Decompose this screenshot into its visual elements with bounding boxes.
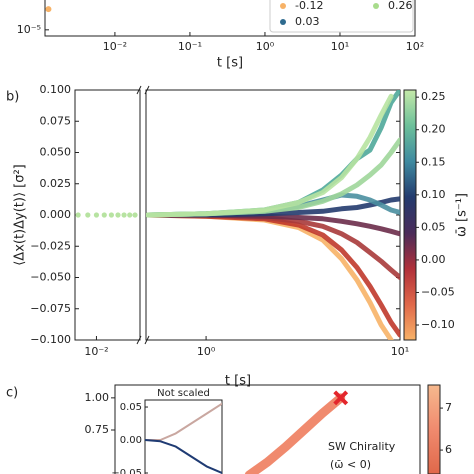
colorbar xyxy=(403,89,417,341)
end-marker xyxy=(333,390,349,406)
legend-label: -0.12 xyxy=(295,0,323,12)
y-tick-label: 1.00 xyxy=(85,391,110,404)
point xyxy=(121,212,127,218)
inset-title: Not scaled xyxy=(157,388,210,399)
colorbar-tick-label: 0.25 xyxy=(421,90,446,103)
panel-label: b) xyxy=(6,90,19,105)
break-mark xyxy=(136,335,142,345)
y-tick-label: −0.025 xyxy=(30,239,71,252)
x-axis-label: t [s] xyxy=(217,56,243,71)
break-mark xyxy=(144,335,150,345)
colorbar-tick-label: −0.10 xyxy=(421,318,455,331)
y-tick-label: 10⁻⁵ xyxy=(17,23,41,36)
point xyxy=(85,212,91,218)
y-tick-label: 0.100 xyxy=(40,83,72,96)
colorbar-tick-label: 0.15 xyxy=(421,155,446,168)
series-group xyxy=(146,90,400,340)
colorbar-tick-label: 0.00 xyxy=(421,253,446,266)
x-axis-label: t [s] xyxy=(225,374,251,389)
point xyxy=(127,212,133,218)
x-tick-label: 10⁻² xyxy=(84,345,108,358)
break-mark xyxy=(144,85,150,95)
x-tick-label: 10⁰ xyxy=(256,40,275,53)
y-tick-label: 0.75 xyxy=(85,423,110,436)
x-tick-label: 10⁰ xyxy=(197,345,216,358)
annotation: SW Chirality xyxy=(328,440,396,453)
series-line xyxy=(145,439,222,474)
inset-y-tick-label: 0.00 xyxy=(120,435,142,446)
y-tick-label: 0.075 xyxy=(40,114,72,127)
x-tick-label: 10¹ xyxy=(391,345,409,358)
series-line xyxy=(146,212,394,340)
series-line xyxy=(244,393,346,474)
point xyxy=(45,6,52,13)
x-tick-label: 10¹ xyxy=(331,40,349,53)
colorbar-tick-label: 0.20 xyxy=(421,123,446,136)
colorbar-label: ω̄ [s⁻¹] xyxy=(455,193,470,237)
series-line xyxy=(146,212,400,338)
legend-marker xyxy=(373,3,379,9)
panel-label: c) xyxy=(6,386,18,401)
legend-label: 0.26 xyxy=(388,0,413,12)
y-tick-label: −0.100 xyxy=(30,333,71,346)
y-tick-label: 0.025 xyxy=(40,177,72,190)
inset-y-tick-label: −0.05 xyxy=(111,468,142,474)
colorbar-tick-label: −0.05 xyxy=(421,285,455,298)
colorbar-tick-label: 6 xyxy=(445,443,452,456)
annotation: (ω̄ < 0) xyxy=(330,458,371,471)
plot-frame xyxy=(114,384,421,474)
point xyxy=(93,212,100,218)
point xyxy=(101,212,107,218)
colorbar-tick-label: 0.05 xyxy=(421,220,446,233)
colorbar xyxy=(427,384,441,474)
colorbar-tick-label: 7 xyxy=(445,401,452,414)
plot-frame xyxy=(44,0,416,37)
series-line xyxy=(145,402,222,441)
point xyxy=(75,212,81,218)
inset-series xyxy=(145,402,222,474)
legend-marker xyxy=(280,19,286,25)
break-mark xyxy=(136,85,142,95)
x-tick-label: 10² xyxy=(406,40,424,53)
point xyxy=(132,212,138,218)
y-tick-label: −0.050 xyxy=(30,271,71,284)
legend-label: 0.03 xyxy=(295,15,320,28)
x-tick-label: 10⁻¹ xyxy=(178,40,202,53)
y-tick-label: −0.075 xyxy=(30,302,71,315)
series-group xyxy=(244,393,346,474)
y-tick-label: 0.050 xyxy=(40,146,72,159)
y-axis-label: ⟨Δx(t)Δy(t)⟩ [σ²] xyxy=(13,164,28,266)
y-tick-label: 0.000 xyxy=(40,208,72,221)
series-line xyxy=(146,93,394,218)
x-tick-label: 10⁻² xyxy=(103,40,127,53)
point xyxy=(108,212,115,218)
point xyxy=(115,212,121,218)
inset-y-tick-label: 0.05 xyxy=(120,402,142,413)
legend-marker xyxy=(280,3,286,9)
colorbar-tick-label: 0.10 xyxy=(421,188,446,201)
